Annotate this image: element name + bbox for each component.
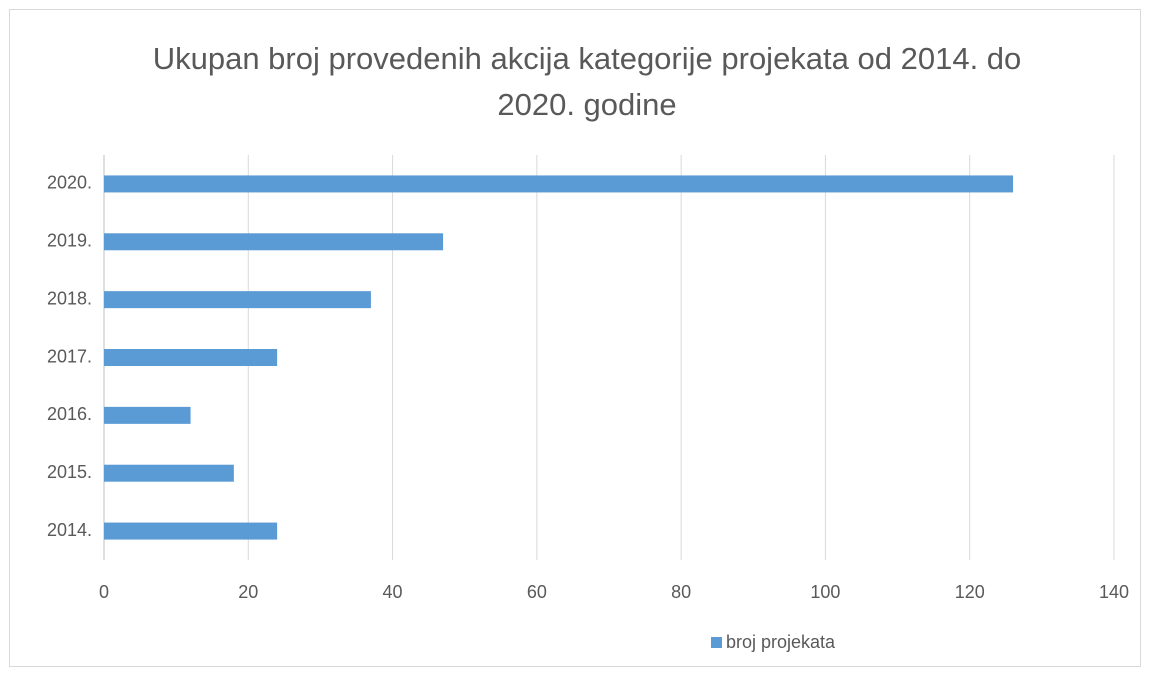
x-tick-label: 140 [1099, 582, 1129, 602]
y-tick-label: 2017. [47, 346, 92, 366]
x-tick-label: 0 [99, 582, 109, 602]
x-tick-label: 80 [671, 582, 691, 602]
y-tick-label: 2019. [47, 231, 92, 251]
bar [104, 464, 234, 482]
chart-border [9, 9, 1141, 667]
bar [104, 349, 278, 366]
bar [104, 175, 1013, 193]
legend-swatch [711, 637, 722, 648]
bar [104, 233, 444, 251]
x-tick-label: 120 [955, 582, 985, 602]
chart-title: Ukupan broj provedenih akcija kategorije… [152, 41, 1022, 122]
y-tick-label: 2018. [47, 288, 92, 308]
y-tick-label: 2016. [47, 404, 92, 424]
x-tick-label: 40 [383, 582, 403, 602]
x-tick-label: 20 [238, 582, 258, 602]
x-tick-label: 100 [810, 582, 840, 602]
y-tick-label: 2014. [47, 520, 92, 540]
x-tick-label: 60 [527, 582, 547, 602]
legend-label: broj projekata [726, 632, 836, 652]
bar [104, 406, 191, 424]
y-tick-label: 2015. [47, 462, 92, 482]
y-tick-label: 2020. [47, 173, 92, 193]
bar [104, 291, 371, 309]
bar [104, 522, 278, 540]
